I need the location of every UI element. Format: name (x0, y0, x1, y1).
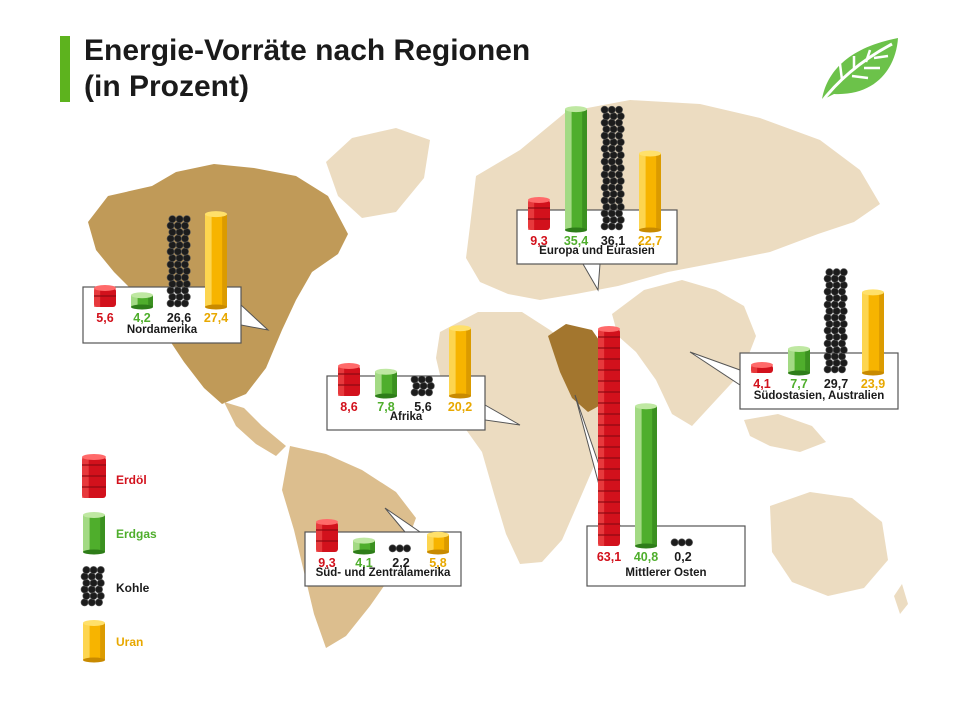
value-label-erdoel: 9,3 (318, 556, 335, 570)
mark-kohle (166, 215, 191, 308)
legend-label-erdgas: Erdgas (116, 527, 157, 541)
region-label: Süd- und Zentralamerika (316, 567, 451, 579)
value-label-uran: 27,4 (204, 311, 228, 325)
value-label-kohle: 0,2 (674, 550, 691, 564)
mark-kohle (823, 268, 848, 374)
region-mittlerer-osten: 63,1 40,8 0,2 Mittlerer Osten (574, 326, 746, 587)
mark-erdgas (635, 403, 657, 549)
value-label-kohle: 2,2 (392, 556, 409, 570)
mark-uran (427, 531, 449, 555)
mark-erdgas (788, 346, 810, 376)
value-label-kohle: 36,1 (601, 234, 625, 248)
mark-erdoel (94, 285, 116, 307)
green-leaf-icon (818, 38, 898, 105)
map-south-asia (612, 280, 756, 426)
map-greenland (326, 128, 430, 218)
map-australia (770, 492, 888, 596)
value-label-erdgas: 7,8 (377, 400, 394, 414)
region-label: Mittlerer Osten (625, 567, 706, 579)
mark-erdgas (131, 292, 153, 310)
region-label: Südostasien, Australien (754, 390, 885, 402)
legend: Erdöl Erdgas Kohle Uran (80, 454, 157, 663)
mark-erdoel (598, 326, 620, 546)
value-label-kohle: 29,7 (824, 377, 848, 391)
chart-title: Energie-Vorräte nach Regionen (in Prozen… (84, 33, 530, 105)
legend-item-erdoel: Erdöl (82, 454, 147, 498)
mark-erdoel (751, 362, 773, 373)
region-label: Afrika (390, 411, 423, 423)
value-label-erdoel: 5,6 (96, 311, 113, 325)
map-central-america (224, 402, 286, 456)
mark-uran (449, 325, 471, 399)
legend-item-kohle: Kohle (80, 566, 150, 607)
mark-erdgas (353, 537, 375, 555)
value-label-uran: 23,9 (861, 377, 885, 391)
legend-label-uran: Uran (116, 635, 143, 649)
region-nordamerika: 5,6 4,2 26,6 27,4 Nordamerika (82, 211, 270, 344)
mark-uran (205, 211, 227, 310)
value-label-erdgas: 7,7 (790, 377, 807, 391)
value-label-uran: 22,7 (638, 234, 662, 248)
value-label-uran: 20,2 (448, 400, 472, 414)
mark-kohle (600, 105, 625, 231)
title-accent-bar (60, 36, 70, 102)
legend-item-erdgas: Erdgas (83, 512, 157, 555)
map-southeast-asia-islands (744, 414, 826, 452)
mark-kohle (670, 538, 693, 547)
value-label-erdoel: 4,1 (753, 377, 770, 391)
value-label-erdoel: 9,3 (530, 234, 547, 248)
value-label-erdoel: 8,6 (340, 400, 357, 414)
region-afrika: 8,6 7,8 5,6 20,2 Afrika (326, 325, 521, 431)
mark-kohle (410, 375, 435, 397)
mark-erdoel (338, 363, 360, 396)
region-label: Nordamerika (127, 324, 198, 336)
legend-item-uran: Uran (83, 620, 143, 663)
mark-erdgas (375, 368, 397, 399)
mark-erdoel (316, 519, 338, 552)
region-label: Europa und Eurasien (539, 245, 655, 257)
value-label-erdgas: 40,8 (634, 550, 658, 564)
legend-label-kohle: Kohle (116, 581, 150, 595)
value-label-uran: 5,8 (429, 556, 446, 570)
legend-label-erdoel: Erdöl (116, 473, 147, 487)
value-label-erdgas: 4,2 (133, 311, 150, 325)
title-line-2: (in Prozent) (84, 70, 249, 103)
mark-erdoel (528, 197, 550, 230)
value-label-erdgas: 35,4 (564, 234, 588, 248)
value-label-kohle: 26,6 (167, 311, 191, 325)
value-label-erdoel: 63,1 (597, 550, 621, 564)
value-label-kohle: 5,6 (414, 400, 431, 414)
mark-uran (639, 150, 661, 233)
title-line-1: Energie-Vorräte nach Regionen (84, 34, 531, 67)
mark-erdgas (565, 106, 587, 233)
value-label-erdgas: 4,1 (355, 556, 372, 570)
mark-uran (862, 289, 884, 376)
map-new-zealand (894, 584, 908, 614)
mark-kohle (388, 544, 411, 553)
